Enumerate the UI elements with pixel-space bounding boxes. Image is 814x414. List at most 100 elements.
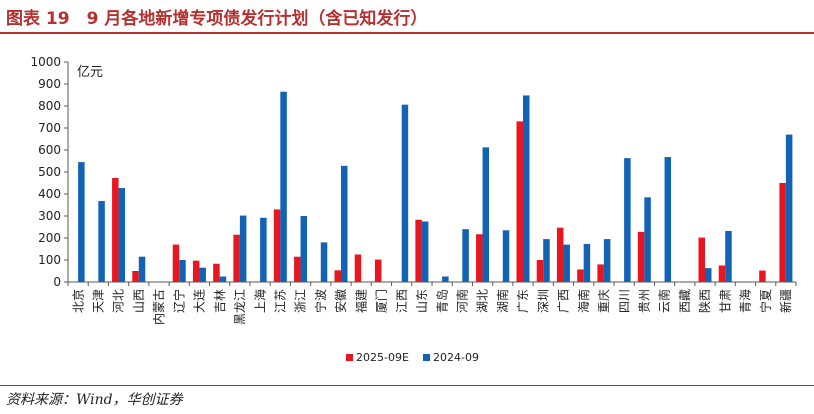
bar-2025-09E-辽宁 (172, 244, 180, 282)
bar-2024-09-山东 (421, 221, 429, 282)
figure-title: 图表 19 9 月各地新增专项债发行计划（含已知发行） (6, 9, 428, 29)
legend-swatch-2024 (423, 354, 430, 361)
bar-2025-09E-江苏 (273, 209, 281, 282)
y-tick-label: 0 (53, 275, 61, 289)
x-tick-label: 陕西 (697, 289, 712, 313)
title-divider (0, 32, 814, 34)
x-tick-label: 内蒙古 (151, 289, 166, 325)
bar-2025-09E-山东 (415, 219, 422, 282)
bar-2025-09E-新疆 (779, 183, 786, 282)
x-tick-label: 海南 (576, 289, 591, 313)
bar-2024-09-湖南 (502, 230, 510, 282)
x-tick-label: 黑龙江 (233, 289, 247, 325)
x-tick-label: 宁波 (313, 289, 328, 313)
x-tick-label: 湖北 (475, 289, 490, 313)
bar-2024-09-贵州 (644, 197, 651, 282)
x-tick-label: 云南 (657, 289, 672, 313)
x-tick-label: 浙江 (294, 289, 308, 313)
bar-2024-09-大连 (199, 267, 206, 282)
bar-2025-09E-厦门 (374, 259, 382, 282)
bar-2024-09-四川 (624, 158, 631, 282)
x-axis: 北京 天津 河北 山西 内蒙古 辽宁 大连 吉林 黑龙江 上海 江苏 浙江 宁波 安徽 福建 厦门 江西 山东 青岛… (67, 281, 797, 325)
bar-2024-09-陕西 (705, 268, 712, 282)
bar-2025-09E-山西 (132, 271, 139, 282)
bar-2025-09E-广西 (556, 227, 564, 282)
x-tick-label: 甘肃 (718, 289, 732, 313)
x-tick-label: 广西 (557, 289, 571, 313)
x-tick-label: 辽宁 (171, 289, 186, 313)
x-tick-label: 吉林 (213, 289, 227, 313)
y-tick-label: 500 (38, 165, 61, 179)
y-tick-label: 100 (38, 253, 61, 267)
x-tick-label: 上海 (252, 289, 267, 313)
x-tick-label: 新疆 (778, 289, 793, 313)
bar-2024-09-北京 (78, 162, 85, 282)
x-tick-label: 青海 (738, 289, 753, 313)
bar-2024-09-江西 (401, 104, 409, 283)
bar-2024-09-黑龙江 (239, 215, 247, 282)
bar-2024-09-青岛 (442, 276, 449, 282)
y-axis: 0 100 200 300 400 500 600 700 800 900 1000 (30, 55, 69, 289)
bar-2024-09-广西 (563, 244, 570, 282)
y-tick-label: 700 (38, 121, 61, 135)
x-tick-label: 湖南 (495, 289, 510, 313)
x-tick-label: 青岛 (434, 289, 449, 313)
y-tick-label: 300 (38, 209, 61, 223)
x-tick-label: 重庆 (597, 289, 611, 313)
x-tick-label: 四川 (617, 289, 631, 313)
bar-2025-09E-福建 (354, 254, 362, 282)
bar-2024-09-天津 (98, 201, 105, 282)
x-tick-label: 北京 (71, 289, 85, 313)
bar-2025-09E-大连 (192, 260, 200, 282)
x-tick-label: 深圳 (536, 289, 550, 313)
legend: 2025-09E 2024-09 (346, 351, 479, 364)
x-tick-label: 江苏 (274, 289, 288, 313)
bar-2025-09E-深圳 (536, 260, 544, 282)
x-tick-label: 西藏 (678, 289, 692, 313)
y-tick-label: 800 (38, 99, 61, 113)
x-tick-label: 山西 (132, 289, 146, 313)
y-axis-unit-label: 亿元 (77, 65, 103, 80)
bar-2025-09E-黑龙江 (233, 234, 240, 282)
bar-chart: 0 100 200 300 400 500 600 700 800 900 1000 亿元 北京 天津… (30, 55, 797, 364)
bar-2024-09-广东 (523, 95, 530, 282)
bar-2025-09E-湖北 (476, 234, 483, 282)
bar-2024-09-吉林 (219, 276, 227, 282)
x-tick-label: 安徽 (333, 289, 348, 313)
bar-2024-09-安徽 (341, 165, 348, 282)
y-tick-label: 600 (38, 143, 61, 157)
bar-2024-09-甘肃 (725, 230, 732, 282)
bar-2024-09-辽宁 (179, 260, 186, 282)
legend-swatch-2025 (346, 354, 353, 361)
bar-2025-09E-浙江 (294, 256, 301, 282)
x-tick-label: 山东 (415, 289, 429, 313)
bar-2024-09-深圳 (543, 239, 550, 282)
y-tick-label: 200 (38, 231, 61, 245)
bar-2024-09-宁波 (320, 242, 328, 282)
bar-2025-09E-广东 (516, 121, 523, 283)
bar-2025-09E-吉林 (213, 263, 220, 282)
y-tick-label: 1000 (30, 55, 61, 69)
x-tick-label: 贵州 (638, 289, 652, 313)
y-tick-label: 400 (38, 187, 61, 201)
bar-2024-09-河北 (118, 188, 126, 282)
x-tick-label: 河北 (112, 289, 126, 313)
bar-2025-09E-宁夏 (759, 270, 766, 282)
bar-2024-09-上海 (260, 217, 267, 282)
bar-2024-09-江苏 (280, 91, 287, 282)
bar-2025-09E-安徽 (334, 270, 341, 282)
bar-2024-09-山西 (138, 256, 146, 282)
x-tick-label: 厦门 (374, 289, 389, 313)
bar-2024-09-河南 (462, 229, 469, 282)
legend-label-2024: 2024-09 (433, 351, 479, 364)
bars-group (78, 91, 793, 283)
x-tick-label: 福建 (353, 289, 368, 313)
source-note: 资料来源：Wind，华创证券 (6, 392, 183, 408)
bar-2024-09-云南 (664, 157, 672, 282)
x-tick-label: 河南 (455, 289, 470, 313)
footer-divider (0, 385, 814, 386)
bar-2024-09-重庆 (603, 239, 611, 282)
bar-2024-09-浙江 (300, 216, 308, 282)
bar-2024-09-新疆 (785, 134, 793, 282)
